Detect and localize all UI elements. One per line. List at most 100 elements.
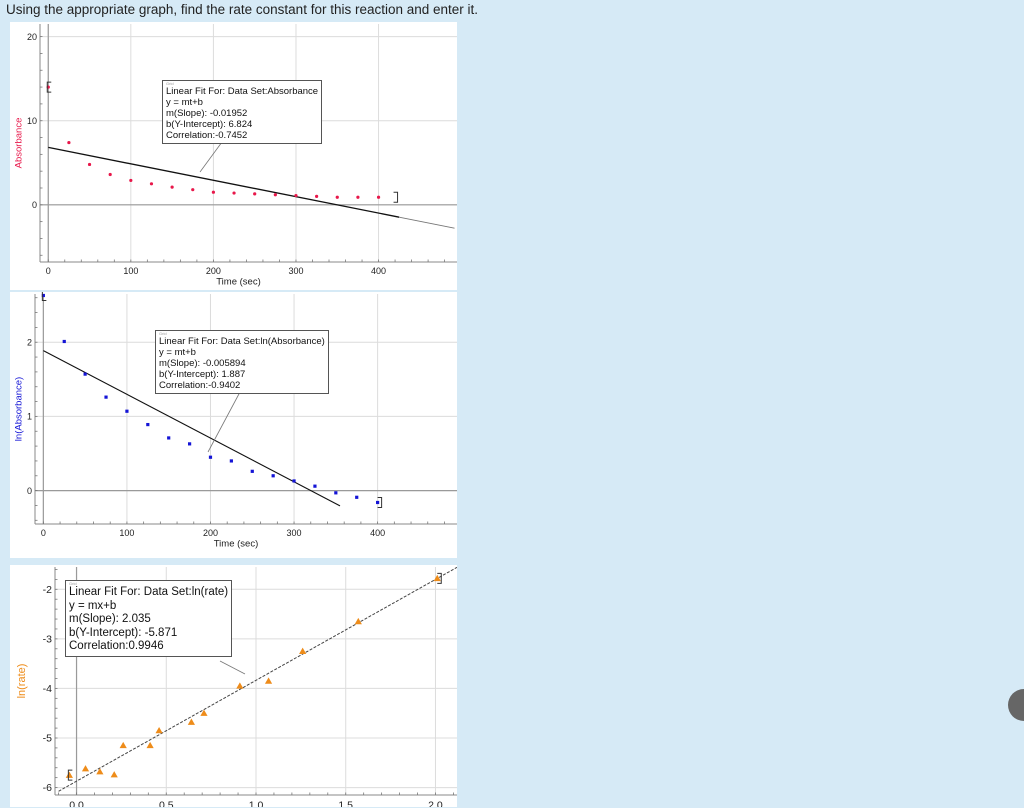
range-end-bracket: [437, 572, 442, 584]
y-tick-label: 20: [27, 32, 37, 42]
data-point: [354, 617, 362, 625]
x-axis-label: Time (sec): [216, 277, 261, 288]
fit-line: Correlation:0.9946: [69, 640, 164, 652]
fit-line: m(Slope): -0.01952: [166, 108, 248, 119]
fit-line: Correlation:-0.7452: [166, 130, 248, 141]
data-point: [87, 162, 92, 167]
y-tick-label: -3: [43, 634, 52, 646]
data-point: [41, 293, 45, 298]
ln-rate-chart: 0.00.51.01.52.0-6-5-4-3-2ln(Absorbance)l…: [10, 565, 457, 807]
data-point: [67, 140, 71, 145]
data-point: [187, 442, 192, 446]
fit-line: Correlation:-0.9402: [159, 380, 241, 391]
data-point: [433, 574, 441, 582]
linear-fit-box-absorbance[interactable]: Grid Linear Fit For: Data Set:Absorbance…: [162, 80, 323, 144]
y-tick-label: 0: [32, 200, 37, 210]
fit-line: m(Slope): 2.035: [69, 613, 151, 625]
chart-background: [10, 22, 457, 290]
y-tick-label: -2: [43, 584, 52, 596]
x-tick-label: 0.5: [159, 800, 174, 808]
data-point: [273, 193, 277, 197]
data-point: [250, 469, 254, 473]
fit-line: y = mt+b: [166, 97, 203, 108]
absorbance-chart: 0 100 200 300 400 0 10 20 Time (sec) Absorbance: [10, 22, 457, 290]
y-tick-label: -6: [43, 782, 52, 794]
range-start-bracket: [41, 292, 47, 301]
linear-fit-box-ln-absorbance[interactable]: Grid Linear Fit For: Data Set:ln(Absorba…: [155, 330, 329, 394]
data-point: [167, 436, 171, 440]
fit-line: b(Y-Intercept): 1.887: [159, 369, 246, 380]
range-end-bracket: [377, 496, 383, 508]
fit-box-leader: [207, 391, 241, 453]
data-point: [376, 195, 381, 199]
fit-line: Linear Fit For: Data Set:ln(rate): [69, 586, 229, 598]
data-point: [83, 372, 87, 376]
y-tick-label: 0: [27, 486, 32, 496]
x-tick-label: 400: [371, 266, 386, 276]
data-point: [170, 185, 174, 189]
fit-box-tag: Grid: [166, 81, 174, 86]
data-point: [191, 188, 195, 192]
fit-line: m(Slope): -0.005894: [159, 358, 246, 369]
data-point: [264, 677, 273, 684]
data-point: [376, 500, 380, 505]
data-point: [356, 195, 360, 199]
x-tick-label: 1.5: [338, 800, 353, 808]
fit-line: y = mt+b: [159, 347, 196, 358]
data-point: [208, 455, 213, 459]
x-tick-label: 400: [370, 528, 385, 538]
data-point: [65, 771, 73, 778]
y-axis-label: ln(Absorbance): [13, 377, 24, 441]
x-tick-label: 0: [41, 528, 46, 538]
linear-fit-line: [43, 350, 341, 507]
fit-box-leader: [199, 141, 223, 173]
data-point: [187, 718, 195, 725]
data-point: [119, 741, 127, 749]
x-tick-label: 300: [287, 528, 302, 538]
data-point: [299, 647, 307, 654]
x-tick-label: 200: [203, 528, 218, 538]
data-point: [81, 765, 90, 772]
data-point: [334, 491, 338, 495]
data-point: [313, 484, 317, 488]
x-tick-label: 300: [288, 266, 303, 276]
fit-box-tag: Grid: [69, 581, 77, 586]
fit-line: y = mx+b: [69, 599, 117, 612]
data-point: [200, 709, 208, 716]
fit-box-leader: [219, 660, 246, 675]
linear-fit-box-ln-rate[interactable]: Grid Linear Fit For: Data Set:ln(rate) y…: [65, 580, 233, 657]
data-point: [104, 395, 108, 399]
data-point: [315, 194, 319, 199]
data-point: [155, 726, 163, 734]
x-tick-label: 0.0: [69, 800, 84, 808]
y-axis-label: ln(rate): [16, 664, 28, 699]
fit-line: Linear Fit For: Data Set:ln(Absorbance): [159, 336, 325, 347]
floating-action-button[interactable]: [1008, 689, 1024, 721]
range-end-bracket: [393, 191, 399, 203]
data-point: [146, 741, 154, 749]
data-point: [96, 768, 104, 775]
fit-line: b(Y-Intercept): 6.824: [166, 119, 253, 130]
data-point: [253, 192, 257, 196]
x-tick-label: 100: [123, 266, 138, 276]
data-point: [110, 771, 118, 778]
data-point: [232, 191, 236, 195]
data-point: [292, 479, 296, 483]
linear-fit-line: [48, 146, 400, 218]
data-point: [125, 409, 129, 413]
fit-extension-line: [399, 216, 455, 229]
y-tick-label: 2: [27, 337, 32, 347]
fit-line: Linear Fit For: Data Set:Absorbance: [166, 86, 319, 97]
x-tick-label: 2.0: [428, 800, 443, 808]
x-tick-label: 200: [206, 266, 221, 276]
data-point: [146, 422, 150, 427]
x-tick-label: 0: [46, 266, 51, 276]
x-axis-label: Time (sec): [214, 539, 259, 550]
data-point: [355, 495, 359, 499]
y-tick-label: 10: [27, 116, 37, 126]
data-point: [149, 182, 154, 186]
y-tick-label: -5: [43, 733, 52, 745]
data-point: [294, 193, 298, 198]
data-point: [129, 178, 133, 183]
data-point: [271, 474, 275, 478]
